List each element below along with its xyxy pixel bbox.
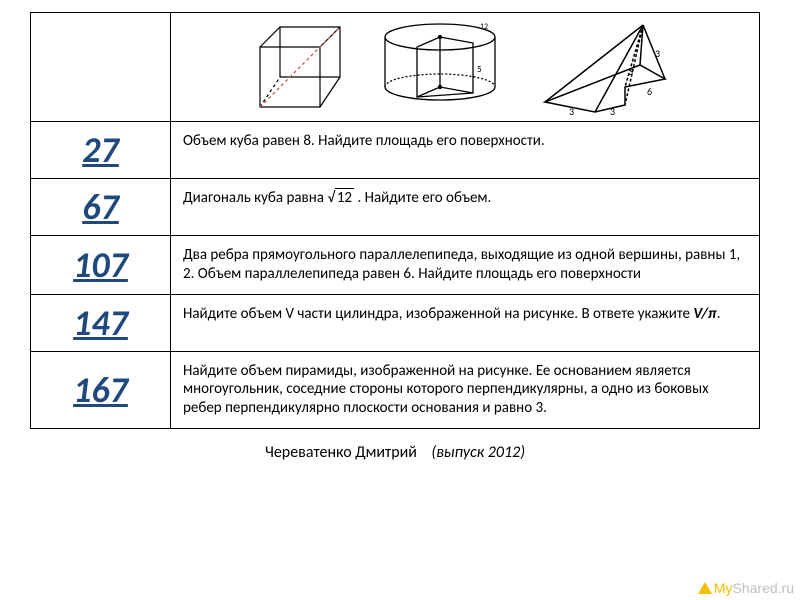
problem-desc: Диагональ куба равна √12 . Найдите его о… — [171, 179, 760, 236]
problem-number-cell: 167 — [31, 351, 171, 428]
problem-number-cell: 107 — [31, 236, 171, 295]
problem-desc: Найдите объем V части цилиндра, изображе… — [171, 294, 760, 351]
problem-desc: Найдите объем пирамиды, изображенной на … — [171, 351, 760, 428]
watermark: MyShared.ru — [698, 580, 794, 596]
problem-link-167[interactable]: 167 — [73, 368, 128, 412]
watermark-shared: Shared.ru — [733, 580, 794, 596]
problem-link-107[interactable]: 107 — [73, 243, 128, 287]
figures-cell: 12 5 — [171, 13, 760, 122]
header-empty-cell — [31, 13, 171, 122]
svg-text:5: 5 — [477, 64, 482, 75]
watermark-my: My — [714, 580, 733, 596]
author-year: (выпуск 2012) — [431, 443, 525, 462]
figures-row: 12 5 — [177, 17, 753, 117]
credit-line: Череватенко Дмитрий (выпуск 2012) — [30, 443, 760, 462]
problem-desc: Объем куба равен 8. Найдите площадь его … — [171, 122, 760, 179]
problem-table: 12 5 — [30, 12, 760, 429]
problem-number-cell: 27 — [31, 122, 171, 179]
svg-text:12: 12 — [480, 22, 488, 32]
svg-text:6: 6 — [647, 85, 652, 98]
svg-text:3: 3 — [628, 65, 633, 78]
cylinder-icon: 12 5 — [365, 17, 515, 117]
problem-link-67[interactable]: 67 — [82, 185, 119, 229]
problem-number-cell: 147 — [31, 294, 171, 351]
problem-number-cell: 67 — [31, 179, 171, 236]
cube-icon — [245, 17, 355, 117]
problem-link-27[interactable]: 27 — [82, 128, 119, 172]
svg-text:3: 3 — [655, 47, 660, 60]
watermark-triangle-icon — [698, 582, 712, 594]
svg-text:3: 3 — [610, 105, 615, 117]
svg-text:3: 3 — [569, 105, 574, 117]
problem-link-147[interactable]: 147 — [73, 301, 128, 345]
pyramid-icon: 3 3 6 3 3 — [525, 17, 685, 117]
problem-desc: Два ребра прямоугольного параллелепипеда… — [171, 236, 760, 295]
author-name: Череватенко Дмитрий — [265, 443, 417, 462]
